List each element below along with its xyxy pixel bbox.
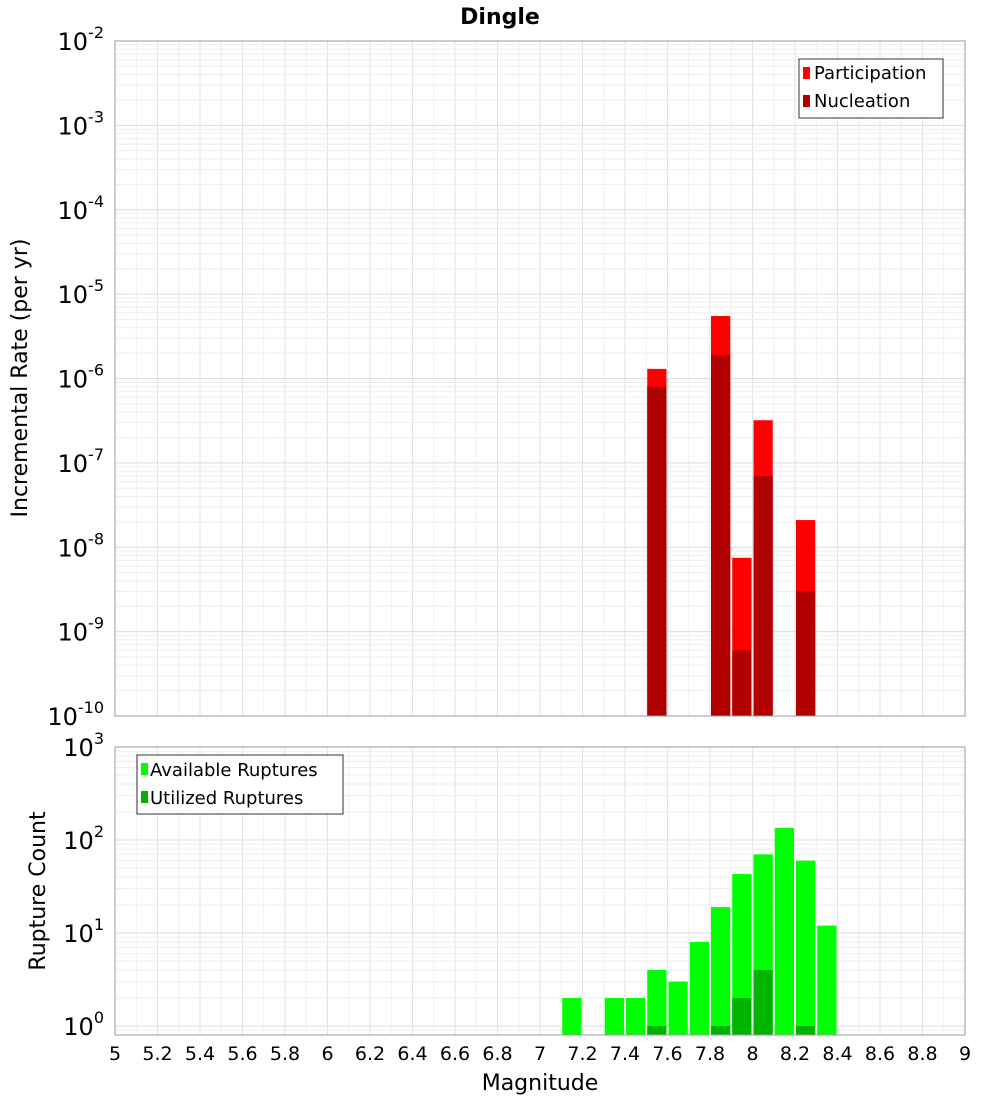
nucleation-bar bbox=[753, 475, 773, 716]
y-tick-label: 10-4 bbox=[58, 192, 105, 225]
rupture-y-axis-title: Rupture Count bbox=[26, 811, 51, 971]
nucleation-bar bbox=[647, 386, 667, 716]
participation-legend-label: Participation bbox=[814, 63, 926, 84]
available-ruptures-bars bbox=[562, 827, 837, 1035]
y-tick-label: 10-2 bbox=[58, 23, 105, 56]
available-legend-label: Available Ruptures bbox=[150, 760, 318, 781]
x-tick-label: 7.6 bbox=[652, 1043, 682, 1065]
rate-plot: 10-10 10-9 10-8 10-7 10-6 10-5 10-4 10-3 10-2 In… bbox=[8, 23, 966, 731]
x-tick-label: 8.8 bbox=[907, 1043, 937, 1065]
x-tick-label: 7.8 bbox=[695, 1043, 725, 1065]
available-ruptures-bar bbox=[796, 860, 816, 1035]
rate-plot-frame bbox=[114, 40, 966, 717]
nucleation-bar bbox=[711, 354, 731, 716]
utilized-legend-label: Utilized Ruptures bbox=[150, 788, 303, 809]
x-tick-label: 5.2 bbox=[142, 1043, 172, 1065]
available-ruptures-bar bbox=[774, 827, 794, 1035]
rupture-legend-box bbox=[136, 754, 344, 815]
chart-title: Dingle bbox=[460, 5, 540, 30]
utilized-ruptures-bar bbox=[647, 1025, 667, 1035]
x-tick-label: 8.2 bbox=[780, 1043, 810, 1065]
rate-y-axis-title: Incremental Rate (per yr) bbox=[8, 239, 33, 518]
x-tick-label: 6.6 bbox=[440, 1043, 470, 1065]
available-legend-swatch bbox=[141, 763, 148, 775]
rupture-plot-frame bbox=[114, 746, 966, 1036]
x-tick-label: 7.2 bbox=[567, 1043, 597, 1065]
y-tick-label: 10-6 bbox=[58, 361, 105, 394]
rate-legend-box bbox=[798, 58, 944, 119]
rupture-legend: Available Ruptures Utilized Ruptures bbox=[136, 754, 344, 815]
x-tick-label: 5 bbox=[109, 1043, 121, 1065]
available-ruptures-bar bbox=[604, 997, 624, 1035]
available-ruptures-bar bbox=[647, 969, 667, 1035]
x-tick-label: 7 bbox=[534, 1043, 546, 1065]
x-tick-label: 7.4 bbox=[610, 1043, 640, 1065]
rupture-count-plot: 100 101 102 103 Rupture Count Available Rup… bbox=[26, 729, 966, 1041]
nucleation-bar bbox=[796, 591, 816, 716]
rate-legend: Participation Nucleation bbox=[798, 58, 944, 119]
y-tick-label: 10-9 bbox=[58, 614, 105, 647]
utilized-legend-swatch bbox=[141, 791, 148, 803]
x-tick-label: 5.8 bbox=[270, 1043, 300, 1065]
x-tick-labels: 5 5.2 5.4 5.6 5.8 6 6.2 6.4 6.6 6.8 7 7.2 7.4 7.6 7.8 8… bbox=[109, 1043, 971, 1065]
nucleation-legend-swatch bbox=[803, 95, 810, 107]
available-ruptures-bar bbox=[817, 925, 837, 1035]
x-tick-label: 8 bbox=[746, 1043, 758, 1065]
y-tick-label: 103 bbox=[63, 729, 104, 762]
y-tick-label: 101 bbox=[63, 915, 104, 948]
available-ruptures-bar bbox=[711, 907, 731, 1035]
y-tick-label: 10-10 bbox=[47, 698, 104, 731]
x-tick-label: 6.2 bbox=[355, 1043, 385, 1065]
y-tick-label: 102 bbox=[63, 822, 104, 855]
x-tick-label: 5.4 bbox=[185, 1043, 215, 1065]
rate-y-tick-labels: 10-10 10-9 10-8 10-7 10-6 10-5 10-4 10-3 10-2 bbox=[47, 23, 104, 731]
utilized-ruptures-bar bbox=[732, 997, 752, 1035]
x-tick-label: 5.6 bbox=[227, 1043, 257, 1065]
rupture-y-tick-labels: 100 101 102 103 bbox=[63, 729, 104, 1041]
available-ruptures-bar bbox=[668, 981, 688, 1035]
y-tick-label: 100 bbox=[63, 1008, 104, 1041]
x-tick-label: 6 bbox=[321, 1043, 333, 1065]
utilized-ruptures-bar bbox=[711, 1025, 731, 1035]
x-tick-label: 8.6 bbox=[865, 1043, 895, 1065]
nucleation-bar bbox=[732, 650, 752, 716]
utilized-ruptures-bars bbox=[647, 969, 816, 1035]
x-tick-label: 8.4 bbox=[822, 1043, 852, 1065]
available-ruptures-bar bbox=[689, 942, 709, 1035]
rate-plot-grid bbox=[114, 40, 966, 717]
available-ruptures-bar bbox=[732, 874, 752, 1035]
nucleation-legend-label: Nucleation bbox=[814, 91, 910, 112]
utilized-ruptures-bar bbox=[796, 1025, 816, 1035]
y-tick-label: 10-7 bbox=[58, 445, 105, 478]
y-tick-label: 10-3 bbox=[58, 107, 105, 140]
available-ruptures-bar bbox=[626, 997, 646, 1035]
x-tick-label: 6.4 bbox=[397, 1043, 427, 1065]
x-tick-label: 6.8 bbox=[482, 1043, 512, 1065]
nucleation-bars bbox=[647, 354, 816, 716]
y-tick-label: 10-8 bbox=[58, 529, 105, 562]
x-tick-label: 9 bbox=[959, 1043, 971, 1065]
y-tick-label: 10-5 bbox=[58, 276, 105, 309]
utilized-ruptures-bar bbox=[753, 969, 773, 1035]
available-ruptures-bar bbox=[562, 997, 582, 1035]
participation-legend-swatch bbox=[803, 67, 810, 79]
x-axis-title: Magnitude bbox=[482, 1071, 599, 1096]
